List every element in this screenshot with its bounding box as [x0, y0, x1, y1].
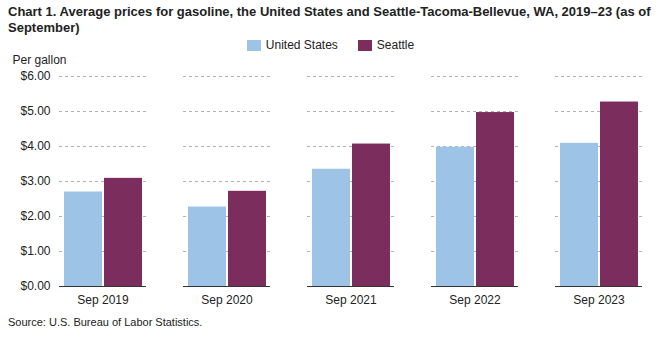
svg-text:Per gallon: Per gallon: [13, 53, 67, 67]
svg-text:$2.00: $2.00: [20, 209, 50, 223]
svg-text:Sep 2022: Sep 2022: [449, 293, 501, 307]
svg-text:$3.00: $3.00: [20, 174, 50, 188]
svg-text:Sep 2019: Sep 2019: [77, 293, 129, 307]
svg-text:$0.00: $0.00: [20, 279, 50, 293]
html-text:Chart 1. Average prices for ga: Chart 1. Average prices for gasoline, th…: [8, 4, 651, 35]
svg-text:Sep 2020: Sep 2020: [201, 293, 253, 307]
svg-text:$1.00: $1.00: [20, 244, 50, 258]
html-text:United States: United States: [265, 38, 338, 52]
svg-text:Sep 2023: Sep 2023: [573, 293, 625, 307]
svg-text:$4.00: $4.00: [20, 139, 50, 153]
svg-text:$5.00: $5.00: [20, 104, 50, 118]
svg-text:Sep 2021: Sep 2021: [325, 293, 377, 307]
html-text:Seattle: Seattle: [376, 38, 415, 52]
html-text:Source: U.S. Bureau of Labor S: Source: U.S. Bureau of Labor Statistics.: [8, 316, 203, 328]
svg-text:$6.00: $6.00: [20, 69, 50, 83]
